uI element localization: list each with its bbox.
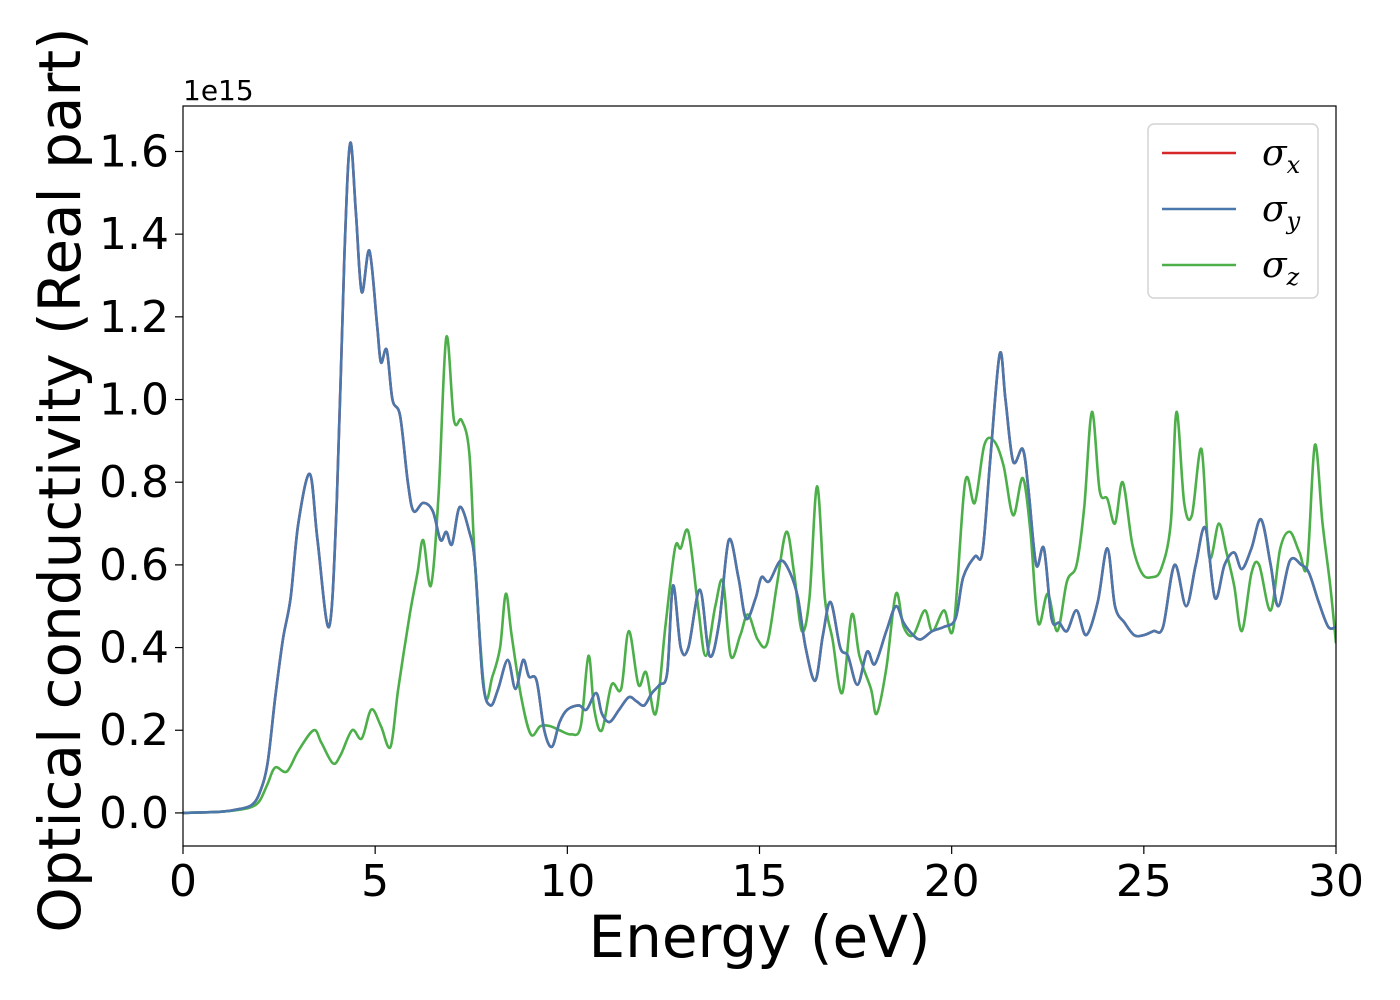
y-tick-label: 1.0 bbox=[99, 375, 169, 426]
y-tick-label: 1.2 bbox=[99, 292, 169, 343]
x-tick-label: 25 bbox=[1116, 856, 1172, 907]
y-offset-label: 1e15 bbox=[183, 74, 254, 107]
series-layer bbox=[183, 141, 1336, 815]
x-axis-ticks: 0 5 10 15 20 25 30 bbox=[169, 846, 1364, 907]
y-axis-ticks: 0.0 0.2 0.4 0.6 0.8 1.0 1.2 1.4 1.6 bbox=[99, 126, 183, 839]
x-tick-label: 15 bbox=[732, 856, 788, 907]
series-line-sigma-z bbox=[183, 335, 1336, 815]
x-tick-label: 20 bbox=[924, 856, 980, 907]
x-tick-label: 30 bbox=[1308, 856, 1364, 907]
y-tick-label: 0.2 bbox=[99, 705, 169, 756]
y-axis-title: Optical conductivity (Real part) bbox=[26, 27, 94, 932]
y-tick-label: 0.6 bbox=[99, 540, 169, 591]
legend-item-sigma-y: σy bbox=[1162, 189, 1301, 235]
legend-item-sigma-z: σz bbox=[1162, 245, 1300, 291]
y-tick-label: 1.4 bbox=[99, 209, 169, 260]
legend-label: σy bbox=[1262, 189, 1301, 235]
legend-label: σz bbox=[1262, 245, 1300, 291]
x-tick-label: 10 bbox=[539, 856, 595, 907]
y-tick-label: 0.0 bbox=[99, 788, 169, 839]
x-tick-label: 0 bbox=[169, 856, 197, 907]
legend-label: σx bbox=[1262, 133, 1301, 179]
series-line-sigma-y bbox=[183, 141, 1336, 815]
y-tick-label: 0.8 bbox=[99, 457, 169, 508]
y-tick-label: 0.4 bbox=[99, 623, 169, 674]
y-tick-label: 1.6 bbox=[99, 126, 169, 177]
legend-item-sigma-x: σx bbox=[1162, 133, 1301, 179]
x-axis-title: Energy (eV) bbox=[588, 903, 930, 971]
x-tick-label: 5 bbox=[361, 856, 389, 907]
legend: σx σy σz bbox=[1147, 123, 1319, 299]
legend-box bbox=[1147, 123, 1319, 299]
